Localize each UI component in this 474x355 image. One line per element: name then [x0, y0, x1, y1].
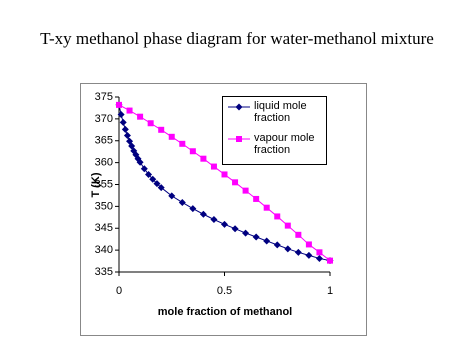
y-tick-label: 370	[95, 113, 113, 125]
y-tick-label: 350	[95, 200, 113, 212]
legend-entry: liquid mole fraction	[254, 100, 307, 124]
marker-diamond	[117, 111, 125, 118]
x-tick-label: 0.5	[217, 285, 232, 297]
marker-square	[147, 120, 154, 127]
marker-diamond	[168, 192, 176, 200]
marker-square	[137, 113, 144, 120]
marker-diamond	[189, 205, 197, 213]
y-tick-label: 375	[95, 91, 113, 103]
marker-square	[274, 213, 281, 220]
legend-entry: vapour mole fraction	[254, 132, 315, 156]
marker-diamond	[199, 210, 207, 218]
marker-diamond	[145, 170, 153, 178]
marker-square	[179, 140, 186, 147]
marker-diamond	[231, 225, 239, 233]
y-tick-label: 355	[95, 178, 113, 190]
legend-label: liquid mole fraction	[254, 100, 307, 124]
marker-diamond	[149, 175, 157, 183]
marker-square	[200, 155, 207, 162]
chart-title: T-xy methanol phase diagram for water-me…	[40, 29, 434, 48]
marker-diamond	[284, 245, 292, 253]
marker-square	[253, 195, 260, 202]
marker-diamond	[263, 237, 271, 245]
marker-square	[284, 222, 291, 229]
marker-diamond	[294, 248, 302, 256]
marker-diamond	[136, 158, 144, 166]
marker-diamond	[157, 184, 165, 192]
marker-square	[168, 133, 175, 140]
chart-frame	[80, 83, 367, 336]
marker-diamond	[140, 165, 148, 173]
marker-diamond	[153, 180, 161, 188]
marker-diamond	[123, 132, 131, 139]
y-tick-label: 360	[95, 157, 113, 169]
marker-square	[189, 148, 196, 155]
x-tick-label: 1	[327, 285, 333, 297]
marker-square	[242, 187, 249, 194]
marker-diamond	[178, 198, 186, 206]
marker-square	[327, 257, 333, 264]
marker-diamond	[235, 103, 243, 111]
marker-diamond	[252, 233, 260, 241]
y-tick-label: 365	[95, 135, 113, 147]
y-axis-label: T (K)	[90, 172, 102, 197]
legend-label: vapour mole fraction	[254, 132, 315, 156]
y-tick-label: 340	[95, 244, 113, 256]
marker-square	[210, 163, 217, 170]
marker-square	[126, 107, 133, 114]
marker-square	[305, 241, 312, 248]
marker-square	[116, 101, 122, 108]
y-tick-label: 335	[95, 266, 113, 278]
marker-square	[232, 179, 239, 186]
marker-diamond	[221, 220, 228, 228]
marker-square	[295, 231, 302, 238]
x-tick-label: 0	[116, 285, 122, 297]
marker-square	[316, 249, 323, 256]
marker-diamond	[242, 229, 250, 237]
x-axis-label: mole fraction of methanol	[158, 306, 292, 318]
marker-diamond	[273, 241, 281, 249]
marker-square	[236, 136, 242, 142]
marker-diamond	[210, 216, 218, 223]
marker-square	[221, 171, 228, 178]
marker-diamond	[305, 251, 313, 259]
marker-diamond	[119, 118, 127, 126]
marker-square	[158, 126, 165, 133]
marker-square	[263, 204, 270, 211]
legend-box	[222, 96, 327, 165]
marker-diamond	[121, 125, 129, 133]
marker-diamond	[315, 254, 323, 262]
y-tick-label: 345	[95, 222, 113, 234]
